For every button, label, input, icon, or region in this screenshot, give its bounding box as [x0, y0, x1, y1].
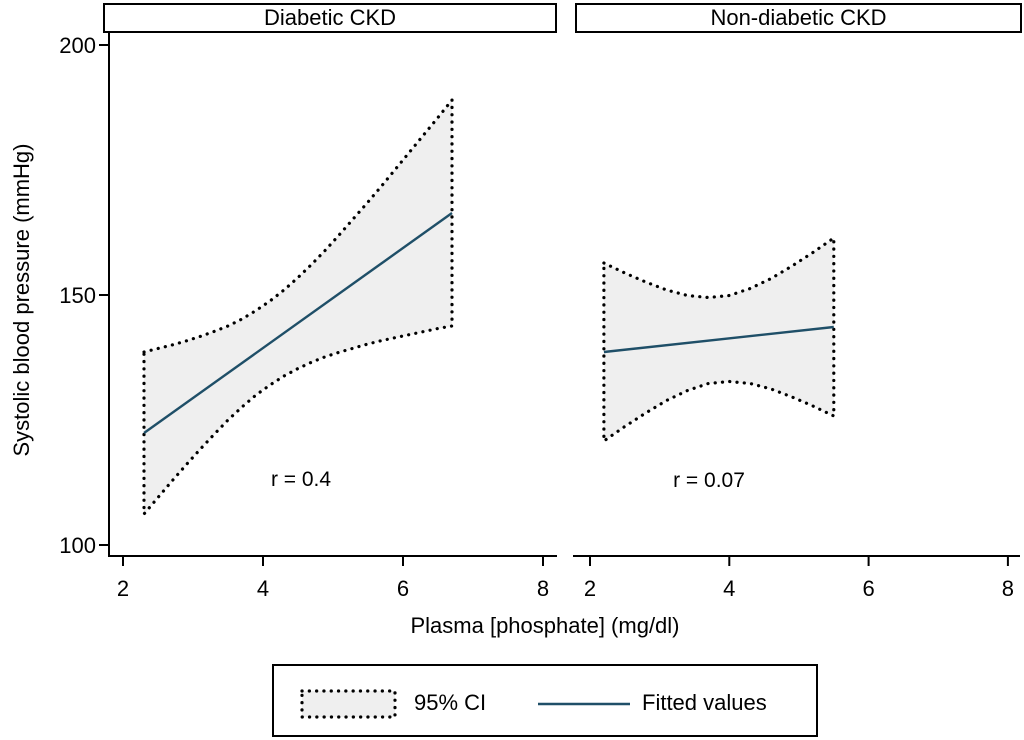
panel-title-non-diabetic-ckd: Non-diabetic CKD — [575, 3, 1022, 33]
legend-fitted-label: Fitted values — [642, 690, 767, 715]
x-tick-label-diabetic: 6 — [397, 576, 409, 601]
x-tick-label-non-diabetic: 6 — [862, 576, 874, 601]
x-axis-title: Plasma [phosphate] (mg/dl) — [410, 613, 680, 638]
ci-band-swatch — [300, 689, 397, 719]
y-axis-title: Systolic blood pressure (mmHg) — [9, 143, 34, 457]
x-tick-label-non-diabetic: 4 — [723, 576, 735, 601]
fitted-line-diabetic — [143, 212, 453, 434]
legend-ci-label: 95% CI — [414, 690, 487, 715]
fitted-line-swatch — [538, 702, 630, 706]
x-tick-label-diabetic: 8 — [537, 576, 549, 601]
x-tick-label-non-diabetic: 8 — [1002, 576, 1014, 601]
legend: 95% CI Fitted values — [272, 664, 818, 737]
ci-band-diabetic — [142, 98, 454, 516]
correlation-label-diabetic: r = 0.4 — [270, 468, 332, 491]
x-tick-label-non-diabetic: 2 — [584, 576, 596, 601]
x-tick-label-diabetic: 4 — [257, 576, 269, 601]
y-tick-label: 200 — [59, 33, 96, 58]
x-tick-label-diabetic: 2 — [117, 576, 129, 601]
correlation-label-non-diabetic: r = 0.07 — [673, 469, 745, 492]
y-tick-label: 100 — [59, 533, 96, 558]
y-tick-label: 150 — [59, 283, 96, 308]
panel-title-diabetic-ckd: Diabetic CKD — [103, 3, 557, 33]
fitted-line-non-diabetic — [603, 325, 834, 354]
